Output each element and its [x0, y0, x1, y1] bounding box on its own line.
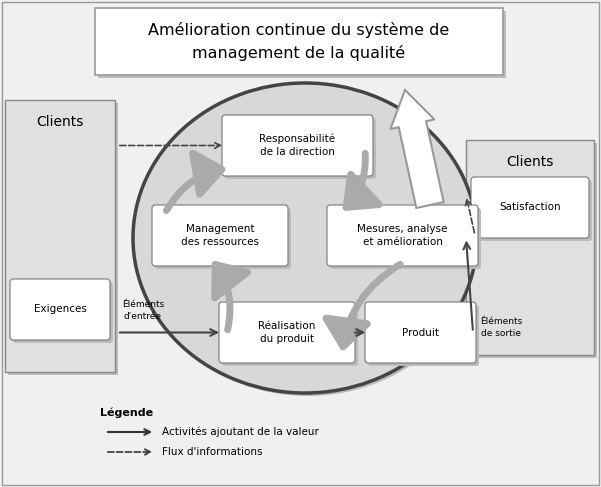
Text: Légende: Légende — [100, 408, 153, 418]
Bar — [98, 11, 506, 78]
Text: Amélioration continue du système de
management de la qualité: Amélioration continue du système de mana… — [148, 21, 450, 61]
FancyBboxPatch shape — [152, 205, 288, 266]
Text: Flux d'informations: Flux d'informations — [162, 447, 263, 457]
FancyBboxPatch shape — [365, 302, 476, 363]
FancyBboxPatch shape — [474, 180, 592, 241]
Text: Activités ajoutant de la valeur: Activités ajoutant de la valeur — [162, 427, 319, 437]
Text: Clients: Clients — [506, 155, 554, 169]
Text: Réalisation
du produit: Réalisation du produit — [258, 321, 316, 344]
FancyBboxPatch shape — [219, 302, 355, 363]
Bar — [95, 8, 503, 75]
FancyBboxPatch shape — [327, 205, 478, 266]
Text: Produit: Produit — [402, 327, 439, 337]
Text: Mesures, analyse
et amélioration: Mesures, analyse et amélioration — [358, 224, 448, 247]
Text: Clients: Clients — [36, 115, 84, 129]
FancyBboxPatch shape — [222, 305, 358, 366]
Text: Éléments
de sortie: Éléments de sortie — [480, 318, 522, 337]
Text: Responsabilité
de la direction: Responsabilité de la direction — [260, 133, 335, 157]
Text: Management
des ressources: Management des ressources — [181, 224, 259, 247]
Text: Satisfaction: Satisfaction — [499, 203, 561, 212]
FancyBboxPatch shape — [225, 118, 376, 179]
FancyBboxPatch shape — [10, 279, 110, 340]
FancyBboxPatch shape — [368, 305, 479, 366]
FancyBboxPatch shape — [471, 177, 589, 238]
FancyBboxPatch shape — [155, 208, 291, 269]
FancyBboxPatch shape — [330, 208, 481, 269]
FancyBboxPatch shape — [13, 282, 113, 343]
Bar — [5, 100, 115, 372]
Text: Éléments
d'entrée: Éléments d'entrée — [122, 300, 164, 320]
Ellipse shape — [133, 83, 477, 393]
Bar — [469, 143, 597, 358]
Bar — [8, 103, 118, 375]
FancyBboxPatch shape — [222, 115, 373, 176]
Bar — [466, 140, 594, 355]
Ellipse shape — [136, 86, 480, 396]
FancyArrow shape — [391, 90, 444, 208]
Text: Exigences: Exigences — [34, 304, 87, 315]
